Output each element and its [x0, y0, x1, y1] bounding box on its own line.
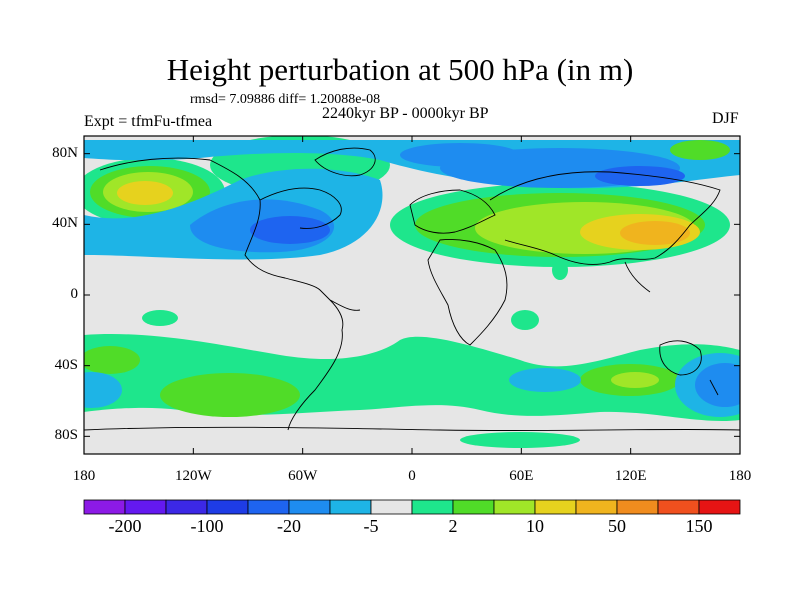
colorbar-swatch	[452, 499, 495, 515]
lon-label: 180	[72, 468, 96, 484]
colorbar-label: -20	[277, 516, 301, 536]
anomaly-east-pacific	[142, 310, 178, 326]
colorbar-swatch	[575, 499, 618, 515]
colorbar-swatch	[411, 499, 454, 515]
colorbar-label: 2	[448, 516, 458, 536]
colorbar-swatch	[370, 499, 413, 515]
colorbar-swatch	[698, 499, 741, 515]
lat-label: 40N	[52, 215, 78, 232]
colorbar-swatch	[493, 499, 536, 515]
experiment-label: Expt = tfmFu-tfmea	[84, 113, 213, 130]
colorbar-label: -5	[363, 516, 379, 536]
anomaly-indian-ocean	[511, 310, 539, 330]
season-label: DJF	[712, 110, 739, 127]
colorbar-swatch	[247, 499, 290, 515]
colorbar-swatch	[206, 499, 249, 515]
colorbar-label: -200	[108, 516, 142, 536]
lat-label: 80N	[52, 144, 78, 161]
colorbar-label: -100	[190, 516, 224, 536]
colorbar-swatch	[124, 499, 167, 515]
lon-label: 120W	[174, 468, 212, 484]
period-label: 2240kyr BP - 0000kyr BP	[322, 105, 489, 122]
lon-label: 60W	[288, 468, 318, 484]
lon-label: 0	[408, 468, 416, 484]
contour-field	[84, 136, 740, 454]
anomaly-arabian-sea	[552, 260, 568, 280]
lat-label: 80S	[54, 427, 78, 444]
colorbar-label: 10	[526, 516, 544, 536]
colorbar-swatch	[288, 499, 331, 515]
coastlines	[84, 147, 740, 432]
anomaly-antarctic	[84, 430, 740, 454]
colorbar-label: 150	[685, 516, 713, 536]
colorbar-label: 50	[608, 516, 626, 536]
colorbar	[83, 499, 741, 515]
plot-title: Height perturbation at 500 hPa (in m)	[166, 52, 634, 87]
lon-label: 180	[728, 468, 752, 484]
anomaly-bering	[670, 140, 730, 160]
colorbar-swatch	[616, 499, 659, 515]
lon-label: 60E	[509, 468, 534, 484]
lat-label: 40S	[54, 356, 78, 373]
anomaly-negative-north-america	[84, 168, 383, 260]
lat-label: 0	[70, 286, 79, 302]
colorbar-swatch	[534, 499, 577, 515]
colorbar-swatch	[83, 499, 126, 515]
anomaly-southern-midlatitudes	[84, 334, 740, 422]
colorbar-swatch	[165, 499, 208, 515]
lon-label: 120E	[614, 468, 647, 484]
colorbar-swatch	[329, 499, 372, 515]
colorbar-swatch	[657, 499, 700, 515]
anomaly-negative-arctic	[84, 140, 740, 189]
rmsd-stats: rmsd= 7.09886 diff= 1.20088e-08	[190, 92, 381, 107]
